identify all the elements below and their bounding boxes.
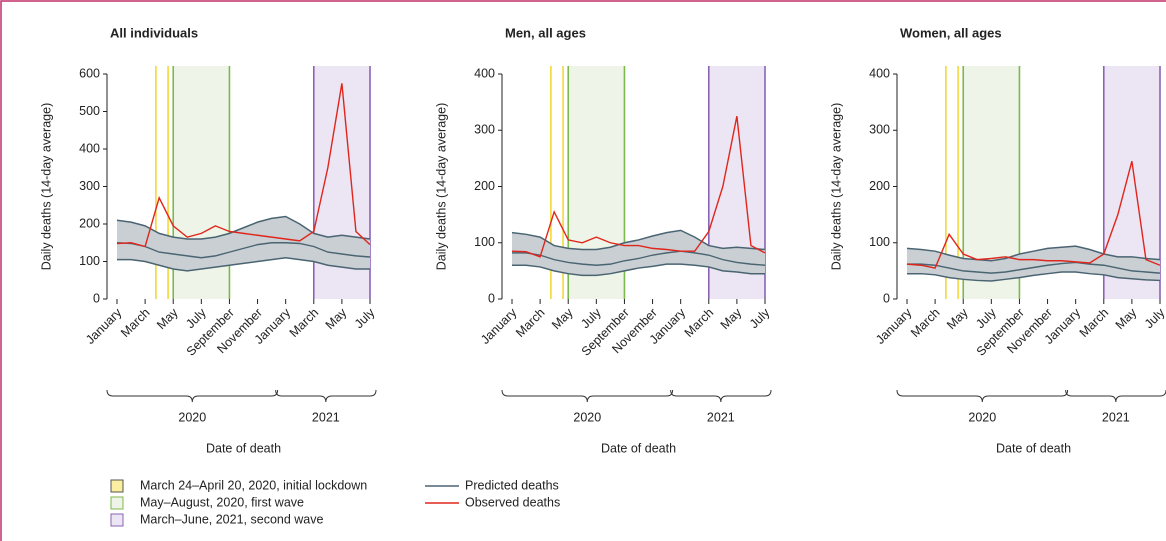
year-bracket [106, 389, 279, 403]
x-tick-label: July [1142, 305, 1166, 331]
band-upper [906, 245, 1161, 262]
y-tick-label: 0 [488, 291, 495, 305]
band-upper [511, 229, 766, 251]
series-line [907, 261, 1161, 274]
y-tick-label: 400 [869, 66, 890, 80]
band-upper [116, 215, 371, 240]
year-label: 2020 [573, 410, 601, 424]
y-tick-label: 400 [474, 66, 495, 80]
x-tick-label: March [513, 306, 547, 340]
x-tick-label: March [908, 306, 942, 340]
x-tick-label: May [154, 305, 181, 332]
x-tick-label: March [682, 306, 716, 340]
x-tick-label: May [1113, 305, 1140, 332]
series-line [116, 83, 371, 248]
y-tick-label: 200 [869, 179, 890, 193]
band-lower [117, 256, 370, 272]
x-tick-label: July [747, 305, 773, 331]
prediction-band [907, 246, 1160, 281]
year-bracket [1065, 389, 1166, 403]
series-line [116, 242, 371, 259]
x-tick-label: May [718, 305, 745, 332]
y-tick-label: 400 [79, 141, 100, 155]
y-tick-label: 100 [474, 235, 495, 249]
year-bracket [275, 389, 377, 403]
x-tick-label: March [118, 306, 152, 340]
legend-swatch [110, 479, 124, 493]
y-tick-label: 300 [79, 179, 100, 193]
y-axis-label: Daily deaths (14-day average) [39, 103, 53, 270]
x-tick-label: March [287, 306, 321, 340]
legend-label: May–August, 2020, first wave [140, 495, 304, 509]
legend-label: Predicted deaths [465, 478, 559, 492]
year-label: 2020 [968, 410, 996, 424]
x-axis-label: Date of death [996, 441, 1071, 455]
year-label: 2021 [1102, 410, 1130, 424]
y-axis-label: Daily deaths (14-day average) [434, 103, 448, 270]
year-bracket [501, 389, 674, 403]
y-tick-label: 500 [79, 104, 100, 118]
year-label: 2021 [312, 410, 340, 424]
band-lower [512, 263, 765, 277]
band-lower [907, 271, 1161, 282]
y-tick-label: 100 [79, 254, 100, 268]
y-tick-label: 100 [869, 235, 890, 249]
panel-title: Women, all ages [900, 25, 1002, 40]
legend-label: March–June, 2021, second wave [140, 512, 323, 526]
legend-label: March 24–April 20, 2020, initial lockdow… [140, 478, 367, 492]
x-tick-label: May [549, 305, 576, 332]
panel-title: All individuals [110, 25, 198, 40]
x-tick-label: January [83, 305, 125, 347]
year-label: 2020 [178, 410, 206, 424]
x-tick-label: March [1077, 306, 1111, 340]
x-tick-label: May [323, 305, 350, 332]
series-line [512, 250, 766, 266]
panel-title: Men, all ages [505, 25, 586, 40]
y-tick-label: 200 [474, 179, 495, 193]
y-tick-label: 0 [883, 291, 890, 305]
x-axis-label: Date of death [206, 441, 281, 455]
year-bracket [896, 389, 1069, 403]
x-tick-label: January [873, 305, 915, 347]
year-bracket [670, 389, 772, 403]
x-tick-label: July [352, 305, 378, 331]
prediction-band [117, 216, 370, 271]
legend-label: Observed deaths [465, 495, 560, 509]
x-tick-label: January [478, 305, 520, 347]
series-line [906, 161, 1161, 269]
y-axis-label: Daily deaths (14-day average) [829, 103, 843, 270]
y-tick-label: 0 [93, 291, 100, 305]
y-tick-label: 300 [474, 123, 495, 137]
series-line [511, 116, 766, 258]
year-label: 2021 [707, 410, 735, 424]
x-axis-label: Date of death [601, 441, 676, 455]
x-tick-label: May [944, 305, 971, 332]
legend-swatch [110, 513, 124, 527]
y-tick-label: 300 [869, 123, 890, 137]
y-tick-label: 200 [79, 216, 100, 230]
y-tick-label: 600 [79, 66, 100, 80]
legend-swatch [110, 496, 124, 510]
